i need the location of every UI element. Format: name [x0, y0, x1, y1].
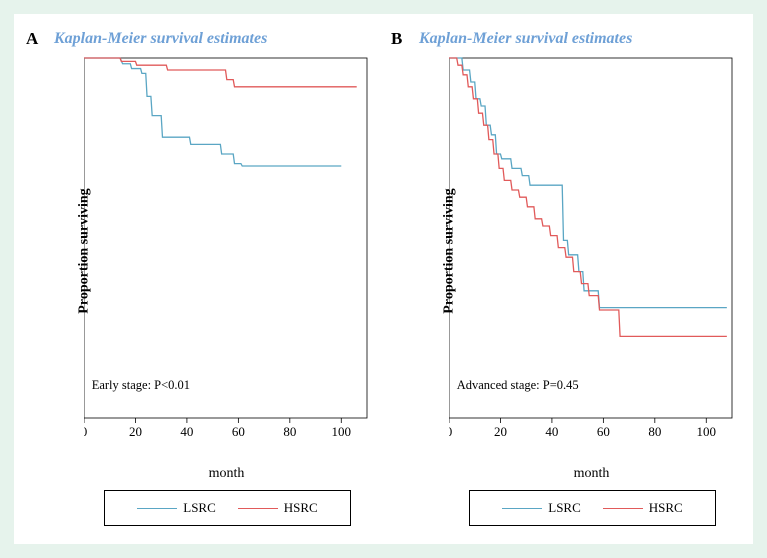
legend-line-lsrc-b	[502, 508, 542, 509]
panel-a-title: Kaplan-Meier survival estimates	[54, 30, 409, 48]
panel-b-legend: LSRC HSRC	[469, 490, 716, 526]
svg-text:100: 100	[332, 424, 352, 439]
svg-text:0: 0	[449, 424, 452, 439]
svg-text:Advanced stage: P=0.45: Advanced stage: P=0.45	[457, 378, 579, 392]
page-background: A Kaplan-Meier survival estimates Propor…	[0, 0, 767, 558]
legend-line-hsrc	[238, 508, 278, 509]
legend-line-hsrc-b	[603, 508, 643, 509]
panel-a: A Kaplan-Meier survival estimates Propor…	[24, 24, 379, 534]
svg-text:40: 40	[180, 424, 193, 439]
svg-text:20: 20	[129, 424, 142, 439]
legend-label-hsrc: HSRC	[284, 500, 318, 516]
panel-a-xlabel: month	[84, 466, 369, 482]
panel-a-legend: LSRC HSRC	[104, 490, 351, 526]
panel-b-plot: 0.250.500.751.00020406080100Advanced sta…	[449, 56, 734, 446]
panel-b-xlabel: month	[449, 466, 734, 482]
panel-b-letter: B	[391, 29, 402, 49]
panel-a-plot: 0.250.500.751.00020406080100Early stage:…	[84, 56, 369, 446]
panel-a-letter: A	[26, 29, 38, 49]
svg-text:60: 60	[232, 424, 245, 439]
legend-item-lsrc-b: LSRC	[502, 500, 581, 516]
legend-label-hsrc-b: HSRC	[649, 500, 683, 516]
svg-text:0: 0	[84, 424, 87, 439]
panel-b: B Kaplan-Meier survival estimates Propor…	[389, 24, 744, 534]
legend-label-lsrc: LSRC	[183, 500, 216, 516]
figure-card: A Kaplan-Meier survival estimates Propor…	[14, 14, 753, 544]
svg-text:20: 20	[494, 424, 507, 439]
svg-text:80: 80	[648, 424, 661, 439]
svg-text:100: 100	[697, 424, 717, 439]
svg-text:80: 80	[283, 424, 296, 439]
legend-line-lsrc	[137, 508, 177, 509]
svg-text:60: 60	[597, 424, 610, 439]
legend-item-lsrc: LSRC	[137, 500, 216, 516]
svg-text:40: 40	[545, 424, 558, 439]
legend-item-hsrc: HSRC	[238, 500, 318, 516]
legend-label-lsrc-b: LSRC	[548, 500, 581, 516]
legend-item-hsrc-b: HSRC	[603, 500, 683, 516]
panel-b-title: Kaplan-Meier survival estimates	[419, 30, 767, 48]
svg-text:Early stage: P<0.01: Early stage: P<0.01	[92, 378, 190, 392]
